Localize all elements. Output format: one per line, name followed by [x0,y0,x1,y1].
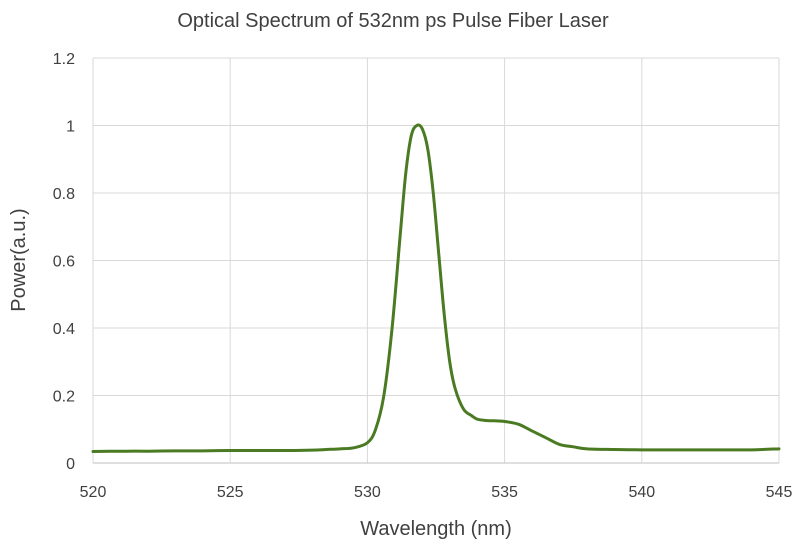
y-axis-label: Power(a.u.) [8,208,30,311]
y-axis-ticks: 0 0.2 0.4 0.6 0.8 1 1.2 [53,51,75,473]
x-tick-label-540: 540 [628,484,655,501]
y-tick-label-0_4: 0.4 [53,321,75,338]
x-axis-ticks: 520 525 530 535 540 545 [80,484,793,501]
x-tick-label-535: 535 [491,484,518,501]
x-tick-label-525: 525 [217,484,244,501]
y-tick-label-0_2: 0.2 [53,389,75,406]
y-tick-label-0_8: 0.8 [53,186,75,203]
x-tick-label-545: 545 [766,484,793,501]
y-tick-label-1: 1 [66,119,75,136]
y-tick-label-0: 0 [66,456,75,473]
chart-title: Optical Spectrum of 532nm ps Pulse Fiber… [177,10,609,32]
x-tick-label-520: 520 [80,484,107,501]
y-tick-label-1_2: 1.2 [53,51,75,68]
grid-lines [92,57,780,464]
x-axis-label: Wavelength (nm) [360,518,512,540]
series-group [91,123,781,454]
y-tick-label-0_6: 0.6 [53,254,75,271]
x-tick-label-530: 530 [354,484,381,501]
series-line-0 [91,123,781,454]
